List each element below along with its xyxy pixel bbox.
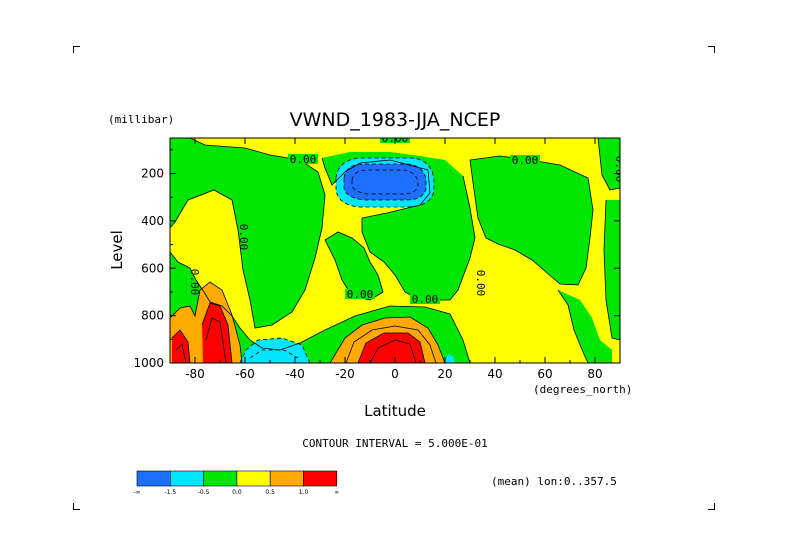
red-region-polar-2 <box>202 303 232 363</box>
x-tick-label: 40 <box>487 367 502 381</box>
cyan-region-surface <box>240 338 310 363</box>
positive-regions <box>170 282 445 363</box>
contour-interval-text: CONTOUR INTERVAL = 5.000E-01 <box>302 437 487 450</box>
colorbar-label: -1.5 <box>164 489 176 496</box>
y-tick-label: 400 <box>141 214 164 228</box>
contour-label: 0.00 <box>412 293 439 306</box>
green-region-west <box>170 138 325 328</box>
negative-regions <box>240 158 455 363</box>
negative-contour-lines <box>239 157 435 363</box>
x-tick-label: 80 <box>587 367 602 381</box>
red-region-tropics <box>358 333 425 363</box>
blue-region-upper <box>344 164 426 200</box>
colorbar-label: 0.5 <box>265 489 275 496</box>
crop-marks <box>73 46 715 510</box>
colorbar: -∞ -1.5 -0.5 0.0 0.5 1.0 ∞ <box>133 470 339 496</box>
green-region-central <box>322 152 475 300</box>
colorbar-swatch <box>136 470 171 487</box>
contour-label: 0.00 <box>474 270 487 297</box>
green-region-central-lower <box>325 232 383 300</box>
y-tick-label: 200 <box>141 167 164 181</box>
cyan-region-small <box>444 354 455 363</box>
x-tick-label: 0 <box>391 367 399 381</box>
contour-label: 0.00 <box>613 156 626 183</box>
x-tick-label: -20 <box>335 367 355 381</box>
colorbar-label: -∞ <box>133 489 140 496</box>
x-tick-label: 60 <box>537 367 552 381</box>
x-tick-label: -40 <box>285 367 305 381</box>
colorbar-swatch <box>303 470 338 487</box>
chart-title: VWND_1983-JJA_NCEP <box>290 109 501 131</box>
x-tick-label: 20 <box>437 367 452 381</box>
x-tick-label: -60 <box>235 367 255 381</box>
colorbar-label: 1.0 <box>299 489 309 496</box>
colorbar-swatch <box>203 470 238 487</box>
x-tick-label: -80 <box>185 367 205 381</box>
y-tick-label: 1000 <box>133 356 164 370</box>
x-axis: -80 -60 -40 -20 0 20 40 60 80 <box>169 138 621 381</box>
colorbar-swatch <box>269 470 304 487</box>
y-axis: 200 400 600 800 1000 <box>133 149 620 370</box>
y-tick-label: 800 <box>141 309 164 323</box>
green-region-east-edge <box>604 200 620 340</box>
green-region-east <box>470 156 593 285</box>
contour-lines <box>170 138 620 363</box>
contour-label: 0.00 <box>290 153 317 166</box>
y-units-label: (millibar) <box>108 113 174 126</box>
colorbar-swatch <box>170 470 204 487</box>
colorbar-label: ∞ <box>334 489 339 496</box>
contour-label: 0.00 <box>347 288 374 301</box>
green-region-east-surface <box>558 290 612 363</box>
colorbar-label: -0.5 <box>198 489 210 496</box>
contour-label: 0.00 <box>188 269 201 296</box>
plot-area: 0.00 0.00 0.00 0.00 0.00 0.00 0.00 0.00 … <box>170 138 626 363</box>
x-units-label: (degrees_north) <box>533 383 632 396</box>
y-axis-label: Level <box>108 230 126 270</box>
footnote: (mean) lon:0..357.5 <box>491 475 617 488</box>
colorbar-swatch <box>236 470 271 487</box>
colorbar-label: 0.0 <box>232 489 242 496</box>
contour-label: 0.00 <box>512 154 539 167</box>
contour-label: 0.00 <box>237 224 250 251</box>
x-axis-label: Latitude <box>364 402 426 420</box>
y-tick-label: 600 <box>141 261 164 275</box>
